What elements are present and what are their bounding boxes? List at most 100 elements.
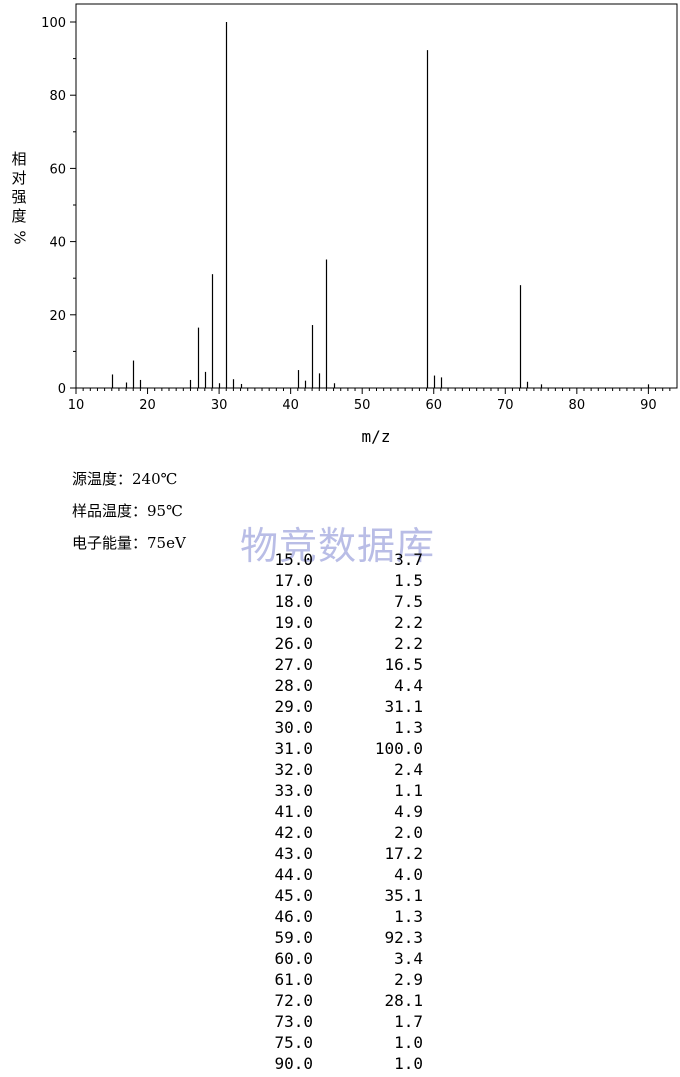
intensity-cell: 2.9 [394,970,423,989]
intensity-cell: 2.4 [394,760,423,779]
mz-cell: 59.0 [274,928,313,947]
mz-cell: 41.0 [274,802,313,821]
table-row: 46.0 1.3 [250,906,423,927]
mz-cell: 29.0 [274,697,313,716]
intensity-cell: 2.2 [394,634,423,653]
table-row: 61.0 2.9 [250,969,423,990]
mz-cell: 72.0 [274,991,313,1010]
mz-cell: 45.0 [274,886,313,905]
instrument-conditions: 源温度：240℃ 样品温度：95℃ 电子能量：75eV [72,467,186,563]
mz-cell: 61.0 [274,970,313,989]
intensity-cell: 16.5 [384,655,423,674]
intensity-cell: 1.0 [394,1054,423,1073]
x-tick-label: 30 [211,398,228,413]
y-tick-label: 40 [49,236,66,251]
table-row: 27.0 16.5 [250,654,423,675]
intensity-cell: 7.5 [394,592,423,611]
mz-cell: 27.0 [274,655,313,674]
y-axis-label-char: 对 [11,169,27,187]
source-temperature: 源温度：240℃ [72,470,178,488]
sample-temperature: 样品温度：95℃ [72,502,183,520]
table-row: 32.0 2.4 [250,759,423,780]
intensity-cell: 31.1 [384,697,423,716]
electron-energy: 电子能量：75eV [72,534,186,552]
mz-cell: 33.0 [274,781,313,800]
intensity-cell: 1.0 [394,1033,423,1052]
intensity-cell: 1.3 [394,907,423,926]
peak-bars [111,22,650,388]
intensity-cell: 3.7 [394,550,423,569]
x-tick-label: 20 [139,398,156,413]
intensity-cell: 100.0 [374,739,423,758]
x-tick-label: 70 [497,398,514,413]
table-row: 41.0 4.9 [250,801,423,822]
mz-cell: 26.0 [274,634,313,653]
table-row: 19.0 2.2 [250,612,423,633]
intensity-cell: 4.0 [394,865,423,884]
intensity-cell: 2.0 [394,823,423,842]
y-tick-label: 100 [41,16,66,31]
y-axis-unit: % [10,230,29,245]
mz-cell: 30.0 [274,718,313,737]
x-tick-label: 10 [68,398,85,413]
table-row: 45.0 35.1 [250,885,423,906]
table-row: 31.0 100.0 [250,738,423,759]
intensity-cell: 92.3 [384,928,423,947]
mz-cell: 18.0 [274,592,313,611]
x-tick-label: 90 [640,398,657,413]
table-row: 72.0 28.1 [250,990,423,1011]
intensity-cell: 1.7 [394,1012,423,1031]
mass-spectrum-chart: 10 20 30 40 50 60 70 80 90 0 20 40 60 80 100 m/z [41,3,678,446]
table-row: 28.0 4.4 [250,675,423,696]
intensity-cell: 1.5 [394,571,423,590]
intensity-cell: 1.1 [394,781,423,800]
intensity-cell: 4.9 [394,802,423,821]
x-tick-label: 60 [425,398,442,413]
table-row: 15.0 3.7 [250,549,423,570]
table-row: 44.0 4.0 [250,864,423,885]
table-row: 29.0 31.1 [250,696,423,717]
mz-cell: 31.0 [274,739,313,758]
axis-ticks: 10 20 30 40 50 60 70 80 90 0 20 40 60 80 100 [41,16,671,413]
table-row: 17.0 1.5 [250,570,423,591]
x-axis-label: m/z [362,427,391,446]
mz-cell: 73.0 [274,1012,313,1031]
table-row: 30.0 1.3 [250,717,423,738]
mz-cell: 32.0 [274,760,313,779]
mz-cell: 17.0 [274,571,313,590]
y-tick-label: 80 [49,89,66,104]
y-axis-label-char: 相 [11,150,27,168]
mz-cell: 90.0 [274,1054,313,1073]
y-tick-label: 60 [49,162,66,177]
intensity-cell: 3.4 [394,949,423,968]
intensity-cell: 1.3 [394,718,423,737]
x-tick-label: 40 [282,398,299,413]
x-tick-label: 50 [354,398,371,413]
table-row: 75.0 1.0 [250,1032,423,1053]
y-tick-label: 0 [58,382,66,397]
mz-cell: 46.0 [274,907,313,926]
table-row: 33.0 1.1 [250,780,423,801]
mz-cell: 19.0 [274,613,313,632]
intensity-cell: 2.2 [394,613,423,632]
mz-cell: 75.0 [274,1033,313,1052]
watermark: 物竞数据库 [240,524,436,568]
table-row: 59.0 92.3 [250,927,423,948]
y-axis-label-char: 强 [11,188,27,206]
mz-cell: 42.0 [274,823,313,842]
table-row: 90.0 1.0 [250,1053,423,1074]
table-row: 73.0 1.7 [250,1011,423,1032]
intensity-cell: 4.4 [394,676,423,695]
mz-cell: 15.0 [274,550,313,569]
table-row: 60.0 3.4 [250,948,423,969]
table-row: 42.0 2.0 [250,822,423,843]
y-tick-label: 20 [49,309,66,324]
table-row: 43.0 17.2 [250,843,423,864]
x-tick-label: 80 [569,398,586,413]
table-row: 18.0 7.5 [250,591,423,612]
y-axis-label: 相 对 强 度 % [8,150,30,247]
plot-frame [75,3,678,389]
mz-cell: 44.0 [274,865,313,884]
intensity-cell: 35.1 [384,886,423,905]
mz-cell: 28.0 [274,676,313,695]
